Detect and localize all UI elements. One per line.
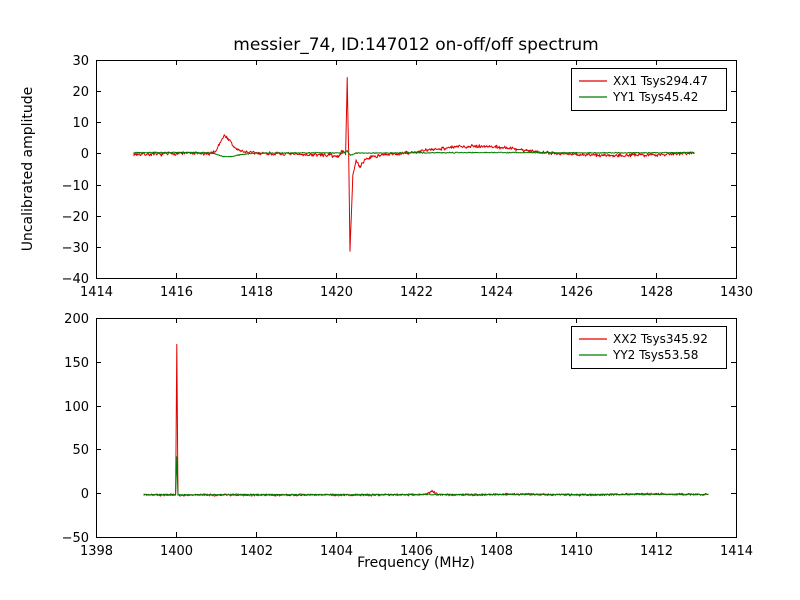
subplot-1: 1414 1416 1418 1420 1422 1424 1426 1428 1430 −40 −… (62, 54, 753, 300)
y-tick-label: −10 (62, 179, 89, 194)
x-tick-label: 1428 (640, 285, 673, 300)
y-tick-label: −20 (62, 210, 89, 225)
x-tick-label: 1406 (400, 544, 433, 559)
series-line-yy2 (143, 456, 709, 496)
x-tick-label: 1426 (560, 285, 593, 300)
x-tick-label: 1408 (480, 544, 513, 559)
y-tick-label: −40 (62, 272, 89, 287)
x-tick-label: 1420 (320, 285, 353, 300)
x-tick-label: 1424 (480, 285, 513, 300)
legend: XX2 Tsys345.92 YY2 Tsys53.58 (571, 326, 727, 369)
y-tick-label: 20 (72, 85, 89, 100)
y-tick-label: 0 (81, 487, 89, 502)
y-tick-label: 0 (81, 147, 89, 162)
y-tick-label: 50 (72, 443, 89, 458)
x-tick-label: 1402 (240, 544, 273, 559)
y-tick-label: 10 (72, 116, 89, 131)
legend-box (571, 326, 727, 369)
series-line-yy1 (133, 149, 695, 158)
x-tick-label: 1416 (160, 285, 193, 300)
y-tick-label: 100 (64, 400, 89, 415)
legend-label: XX1 Tsys294.47 (613, 74, 708, 88)
x-tick-label: 1418 (240, 285, 273, 300)
legend-box (571, 68, 727, 111)
y-tick-label: 30 (72, 54, 89, 69)
series-group (143, 343, 709, 497)
x-tick-label: 1412 (640, 544, 673, 559)
y-tick-label: 150 (64, 356, 89, 371)
y-axis-label: Uncalibrated amplitude (20, 86, 36, 252)
x-tick-label: 1430 (720, 285, 753, 300)
legend-label: XX2 Tsys345.92 (613, 332, 708, 346)
x-tick-label: 1398 (80, 544, 113, 559)
x-tick-label: 1414 (720, 544, 753, 559)
x-tick-label: 1414 (80, 285, 113, 300)
x-tick-label: 1422 (400, 285, 433, 300)
series-group (133, 77, 695, 252)
y-tick-label: 200 (64, 312, 89, 327)
x-tick-label: 1404 (320, 544, 353, 559)
x-tick-label: 1410 (560, 544, 593, 559)
y-tick-label: −30 (62, 241, 89, 256)
x-tick-label: 1400 (160, 544, 193, 559)
x-axis-label: Frequency (MHz) (357, 555, 475, 571)
y-tick-label: −50 (62, 531, 89, 546)
chart-title: messier_74, ID:147012 on-off/off spectru… (233, 35, 599, 55)
legend-label: YY2 Tsys53.58 (612, 348, 698, 362)
series-line-xx2 (143, 343, 709, 497)
legend-label: YY1 Tsys45.42 (612, 90, 698, 104)
legend: XX1 Tsys294.47 YY1 Tsys45.42 (571, 68, 727, 111)
subplot-2: 1398 1400 1402 1404 1406 1408 1410 1412 1414 −50 0… (62, 312, 753, 559)
